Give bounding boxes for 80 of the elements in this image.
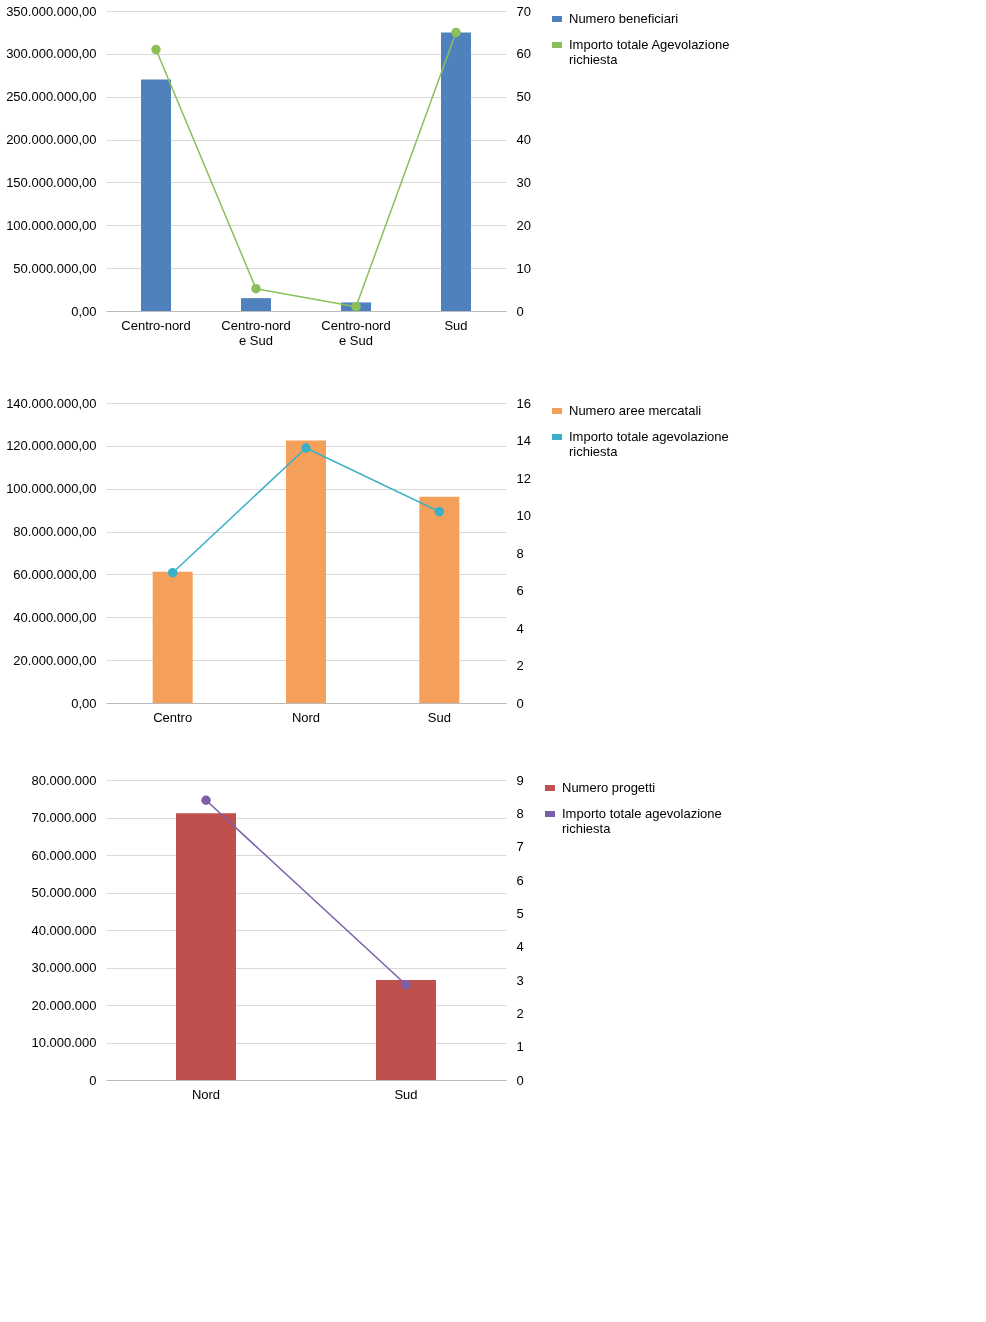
y2-tick-label: 14 [516,433,531,448]
x-tick-label: Sud [394,1086,418,1102]
x-tick-label: Centro-nord e Sud [221,317,291,348]
y-tick-label: 80.000.000,00 [13,524,97,540]
y2-tick-label: 0 [516,1072,524,1088]
point [451,27,461,38]
y2-tick-label: 5 [516,905,524,921]
y2-tick-label: 6 [516,872,524,888]
point [251,283,261,294]
y2-tick-label: 9 [516,772,524,788]
legend-label: Numero beneficiari [569,11,679,26]
y-tick-label: 20.000.000,00 [13,652,97,668]
x-tick-label: Sud [444,317,468,333]
bar [441,32,471,311]
y2-tick-label: 30 [516,174,531,190]
y2-tick-label: 10 [516,260,531,276]
bar [152,571,193,703]
y2-tick-label: 16 [516,395,531,411]
y-tick-label: 0,00 [71,303,97,319]
y2-tick-label: 40 [516,132,531,148]
y-tick-label: 100.000.000,00 [6,217,97,233]
y2-tick-label: 4 [516,620,524,636]
bar [141,79,171,311]
legend-label: Numero progetti [562,780,656,795]
y-tick-label: 20.000.000 [31,997,97,1013]
y-tick-label: 50.000.000,00 [13,260,97,276]
y-tick-label: 120.000.000,00 [6,438,97,454]
point [167,567,178,578]
x-tick-label: Nord [291,709,321,725]
y2-tick-label: 10 [516,508,531,523]
y-tick-label: 40.000.000 [31,922,97,938]
y-tick-label: 300.000.000,00 [6,46,97,62]
y2-tick-label: 60 [516,46,531,62]
legend-label: Importo totale agevolazione richiesta [569,429,729,459]
y-tick-label: 60.000.000 [31,847,97,863]
point [434,506,445,517]
legend-label: Importo totale Agevolazione richiesta [569,37,730,67]
x-tick-label: Centro-nord [121,317,191,333]
y2-tick-label: 4 [516,939,524,955]
y2-tick-label: 1 [516,1039,524,1055]
y-tick-label: 100.000.000,00 [6,481,97,497]
point [301,443,311,453]
y-tick-label: 250.000.000,00 [6,89,97,105]
bar [419,496,460,703]
y-tick-label: 350.000.000,00 [6,3,97,19]
x-tick-label: Centro [153,709,193,725]
y2-tick-label: 8 [516,805,524,821]
y2-tick-label: 0 [516,303,524,319]
legend-label: Numero aree mercatali [569,403,702,418]
y2-tick-label: 6 [516,583,524,598]
x-tick-label: Sud [427,709,451,725]
y2-tick-label: 12 [516,470,531,486]
point [151,44,161,55]
y-tick-label: 140.000.000,00 [6,395,97,411]
y-tick-label: 50.000.000 [31,885,97,900]
point [351,301,361,312]
legend-label: Importo totale agevolazione richiesta [562,806,722,836]
y2-tick-label: 50 [516,89,531,105]
y2-tick-label: 8 [516,545,524,561]
bar [241,298,271,311]
y2-tick-label: 70 [516,3,531,19]
y2-tick-label: 2 [516,658,524,673]
x-tick-label: Nord [191,1086,221,1102]
y2-tick-label: 20 [516,217,531,233]
y-tick-label: 80.000.000 [31,772,97,788]
y-tick-label: 70.000.000 [31,810,97,825]
y-tick-label: 0 [89,1072,97,1088]
x-tick-label: Centro-nord e Sud [321,317,391,348]
y-tick-label: 30.000.000 [31,960,97,975]
y-tick-label: 60.000.000,00 [13,566,97,582]
bar [286,440,326,703]
y2-tick-label: 0 [516,695,524,711]
y-tick-label: 0,00 [71,695,97,711]
y-tick-label: 40.000.000,00 [13,609,97,625]
y-tick-label: 150.000.000,00 [6,174,97,190]
y-tick-label: 200.000.000,00 [6,132,97,148]
y2-tick-label: 3 [516,972,524,988]
y2-tick-label: 2 [516,1005,524,1021]
y-tick-label: 10.000.000 [31,1035,97,1050]
y2-tick-label: 7 [516,839,524,855]
